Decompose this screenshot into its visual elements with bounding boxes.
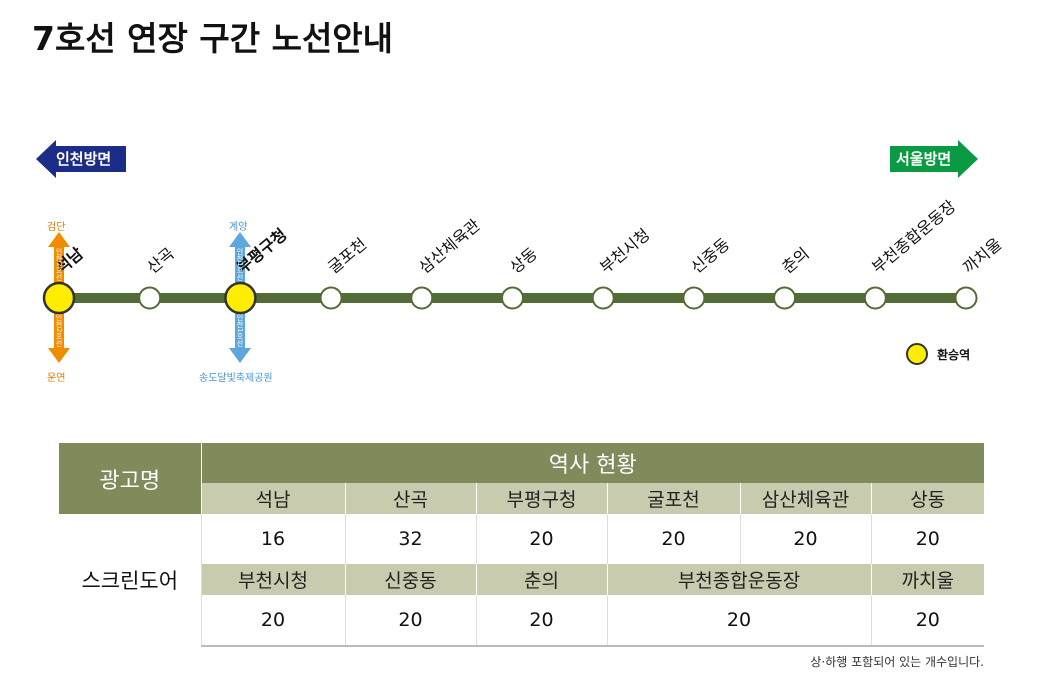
bupyeong-up-line-label: 인천1호선: [236, 248, 244, 281]
table-station-header: 부평구청: [476, 483, 608, 514]
count-cell: 20: [607, 514, 741, 564]
count-cell: 32: [345, 514, 477, 564]
station-dot: [319, 286, 343, 310]
station-status-header: 역사 현황: [201, 443, 985, 483]
station-dot: [954, 286, 978, 310]
station-dot: [138, 286, 162, 310]
transfer-station-dot: [224, 281, 257, 315]
station-dot: [863, 286, 887, 310]
table-station-header: 신중동: [345, 564, 477, 595]
count-cell: 16: [201, 514, 346, 564]
seoknam-down-line-label: 인천2호선: [55, 314, 63, 347]
table-station-header: 산곡: [345, 483, 477, 514]
count-cell: 20: [201, 595, 346, 647]
seoknam-down-terminus: 운연: [47, 373, 66, 384]
page-title: 7호선 연장 구간 노선안내: [32, 19, 394, 58]
bupyeong-down-terminus: 송도달빛축제공원: [199, 373, 273, 384]
route-line-diagram: [42, 232, 978, 363]
count-cell: 20: [476, 595, 608, 647]
bupyeong-up-terminus: 계양: [229, 222, 248, 233]
seoknam-up-terminus: 검단: [47, 222, 66, 233]
table-station-header: 부천종합운동장: [607, 564, 872, 595]
count-cell: 20: [345, 595, 477, 647]
incheon-direction-arrow: 인천방면: [36, 140, 126, 178]
table-station-header: 굴포천: [607, 483, 741, 514]
station-dot: [773, 286, 797, 310]
left-arrow-icon: [36, 140, 126, 178]
bupyeong-down-line-label: 인천1호선: [236, 314, 244, 347]
legend-label: 환승역: [937, 348, 971, 362]
footnote: 상·하행 포함되어 있는 개수입니다.: [810, 655, 984, 669]
seoul-direction-arrow: 서울방면: [890, 140, 978, 178]
transfer-station-icon: [906, 343, 928, 365]
table-station-header: 석남: [201, 483, 346, 514]
table-station-header: 부천시청: [201, 564, 346, 595]
station-dot: [501, 286, 524, 310]
ad-inventory-table: 광고명 역사 현황 석남 산곡 부평구청 굴포천 삼산체육관 상동 스크린도어 …: [59, 443, 985, 647]
seoul-direction-label: 서울방면: [896, 150, 952, 168]
incheon-direction-label: 인천방면: [56, 150, 112, 168]
transfer-station-dot: [42, 281, 76, 315]
station-dot: [591, 286, 615, 310]
count-cell: 20: [871, 595, 985, 647]
seoknam-up-line-label: 인천2호선: [55, 248, 63, 281]
station-dot: [682, 286, 706, 310]
ad-name-header: 광고명: [59, 443, 202, 514]
count-cell: 20: [915, 528, 940, 550]
right-arrow-icon: [890, 140, 978, 178]
table-station-header: 삼산체육관: [740, 483, 872, 514]
ad-name-cell: 스크린도어: [59, 514, 202, 646]
count-cell: 20: [476, 514, 608, 564]
table-station-header: 춘의: [476, 564, 608, 595]
count-cell: 20: [740, 514, 872, 564]
station-dot: [410, 286, 434, 310]
count-cell: 20: [607, 595, 872, 647]
table-station-header: 까치울: [871, 564, 985, 595]
table-station-header: 상동: [871, 483, 985, 514]
